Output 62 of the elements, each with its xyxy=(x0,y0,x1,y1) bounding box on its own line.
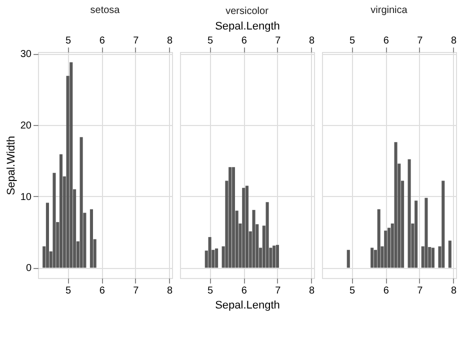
bar xyxy=(46,202,49,268)
bar xyxy=(377,209,380,268)
x-axis-title: Sepal.Length xyxy=(215,300,280,312)
bar xyxy=(384,230,388,268)
x-tick-label: 5 xyxy=(349,36,356,46)
y-axis-title: Sepal.Width xyxy=(5,136,18,196)
x-tick-label: 6 xyxy=(99,36,106,46)
x-tick-label: 8 xyxy=(451,36,458,46)
y-tick-label: 30 xyxy=(20,49,32,60)
y-tick-label: 10 xyxy=(20,192,32,203)
bar xyxy=(414,200,418,268)
bar xyxy=(208,237,212,268)
x-tick-label: 5 xyxy=(65,36,72,46)
chart-title: setosa xyxy=(90,5,120,16)
bar xyxy=(408,159,411,268)
bar xyxy=(346,250,350,268)
bar xyxy=(52,172,56,268)
x2-tick-label: 6 xyxy=(241,286,248,296)
x-tick-label: 8 xyxy=(309,36,316,46)
bar xyxy=(394,142,398,268)
x2-tick-label: 5 xyxy=(207,286,214,296)
bar xyxy=(228,167,232,268)
x2-tick-label: 8 xyxy=(167,286,174,296)
bar xyxy=(242,188,246,268)
x2-tick-label: 8 xyxy=(309,286,316,296)
chart-title: versicolor xyxy=(226,6,270,17)
bar xyxy=(245,186,249,268)
y-tick-label: 0 xyxy=(26,263,32,274)
x-tick-label: 6 xyxy=(241,36,248,46)
bar xyxy=(80,137,83,268)
x-tick-label: 7 xyxy=(275,36,282,46)
bar xyxy=(448,240,452,268)
x2-tick-label: 5 xyxy=(349,286,356,296)
bar xyxy=(424,198,428,268)
chart-title: virginica xyxy=(370,5,408,16)
bar xyxy=(70,62,73,268)
bar xyxy=(387,228,391,268)
bar xyxy=(370,248,374,268)
bar xyxy=(232,167,235,268)
bar xyxy=(266,202,269,268)
x2-axis-title: Sepal.Length xyxy=(215,20,280,32)
x2-tick-label: 6 xyxy=(383,286,390,296)
y-tick-label: 20 xyxy=(20,120,32,132)
x-tick-label: 7 xyxy=(417,36,424,46)
bar xyxy=(215,248,218,268)
x2-tick-label: 6 xyxy=(99,286,106,296)
x-tick-label: 6 xyxy=(383,36,390,46)
x2-tick-label: 7 xyxy=(417,286,424,296)
bar xyxy=(252,210,256,268)
bar xyxy=(90,209,93,268)
x2-tick-label: 5 xyxy=(65,286,72,296)
bar xyxy=(272,246,276,268)
x2-tick-label: 8 xyxy=(451,286,458,296)
bar xyxy=(59,154,63,268)
bar xyxy=(442,180,445,268)
x2-tick-label: 7 xyxy=(133,286,140,296)
bar xyxy=(431,248,435,268)
bar xyxy=(276,244,279,268)
x-tick-label: 7 xyxy=(133,36,140,46)
x-tick-label: 8 xyxy=(167,36,174,46)
x2-tick-label: 7 xyxy=(275,286,282,296)
x-tick-label: 5 xyxy=(207,36,214,46)
